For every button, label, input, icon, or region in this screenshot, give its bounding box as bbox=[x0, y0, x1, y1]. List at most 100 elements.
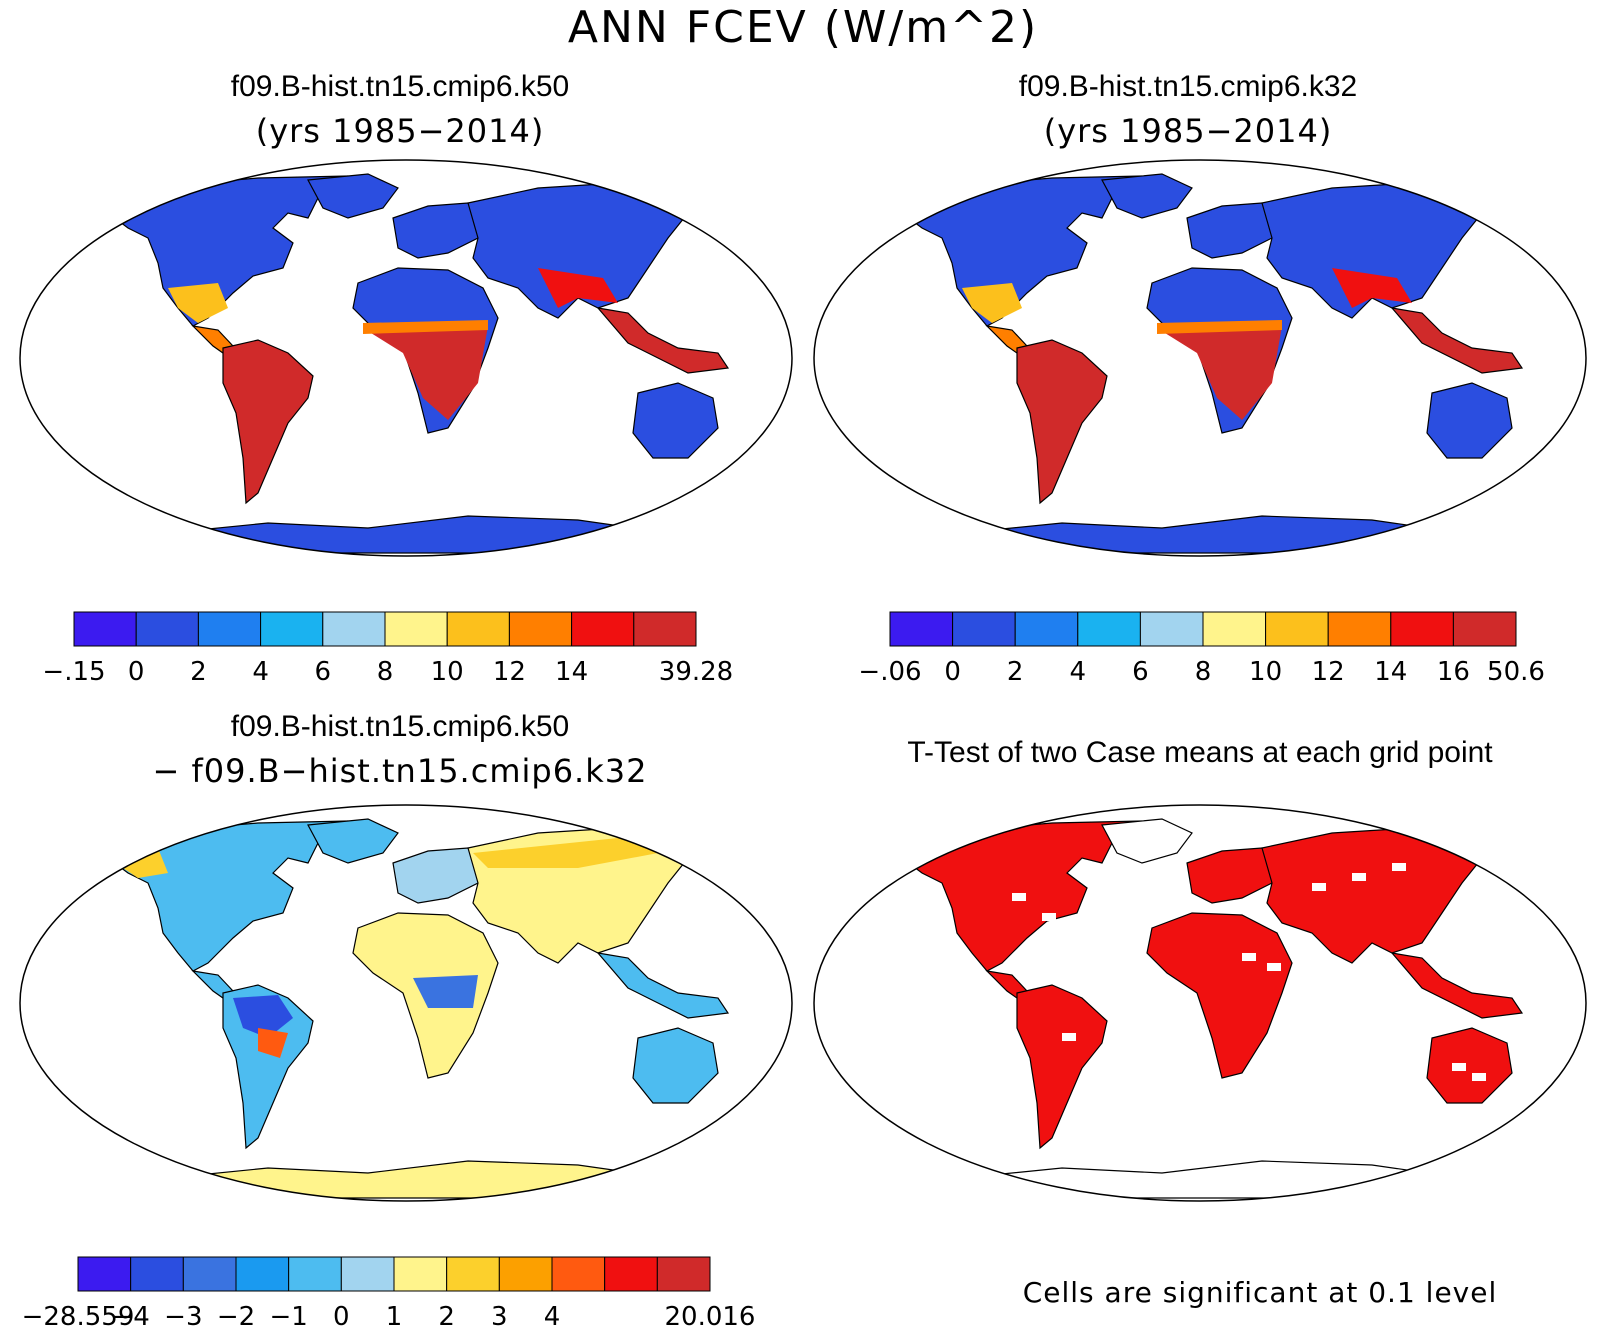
land-greenland bbox=[1101, 818, 1193, 864]
insignificant-cell bbox=[1062, 1033, 1076, 1041]
colorbar-label: 10 bbox=[431, 657, 464, 687]
central-africa-negative bbox=[413, 975, 478, 1008]
colorbar-label: 10 bbox=[1249, 657, 1282, 687]
insignificant-cell bbox=[1012, 893, 1026, 901]
tropical-africa-band bbox=[1157, 326, 1282, 420]
insignificant-cell bbox=[1452, 1063, 1466, 1071]
insignificant-cell bbox=[1472, 1073, 1486, 1081]
east-asia-band bbox=[538, 268, 618, 308]
insignificant-cell bbox=[1042, 913, 1056, 921]
land-antarctica bbox=[960, 1160, 1444, 1199]
colorbar-swatch bbox=[77, 1256, 132, 1292]
colorbar-swatch bbox=[446, 1256, 500, 1292]
insignificant-cell bbox=[1242, 953, 1256, 961]
significance-note: Cells are significant at 0.1 level bbox=[1022, 1276, 1498, 1309]
map-border bbox=[813, 804, 1587, 1202]
land-samerica bbox=[1016, 984, 1108, 1150]
colorbar-label: 12 bbox=[1312, 657, 1345, 687]
colorbar-label: −.15 bbox=[42, 657, 105, 687]
colorbar-label: −4 bbox=[112, 1302, 150, 1327]
land-seasia bbox=[1390, 952, 1524, 1019]
land-seasia bbox=[1390, 307, 1524, 374]
insignificant-cell bbox=[1267, 963, 1281, 971]
land-seasia bbox=[596, 307, 730, 374]
colorbar-label: 16 bbox=[1437, 657, 1470, 687]
land-antarctica bbox=[166, 515, 650, 554]
colorbar-label: 12 bbox=[493, 657, 526, 687]
colorbar-swatch bbox=[604, 1256, 658, 1292]
colorbar-swatch bbox=[182, 1256, 237, 1292]
map-border bbox=[19, 804, 793, 1202]
colorbar-swatch bbox=[571, 611, 635, 647]
colorbar-swatch bbox=[446, 611, 510, 647]
colorbar-panel-1: −.15 0 2 4 6 8 10 12 14 39.28 bbox=[42, 611, 733, 687]
colorbar-label: 20.016 bbox=[665, 1302, 756, 1327]
colorbar-swatch bbox=[322, 611, 386, 647]
colorbar-label: 0 bbox=[333, 1302, 350, 1327]
se-usa-band bbox=[168, 283, 228, 323]
figure-title: ANN FCEV (W/m^2) bbox=[567, 2, 1039, 53]
colorbar-swatch bbox=[384, 611, 448, 647]
colorbar-label: 4 bbox=[544, 1302, 561, 1327]
colorbar-label: 2 bbox=[438, 1302, 455, 1327]
colorbar-label: −28.559 bbox=[22, 1302, 135, 1327]
panel-3-title: f09.B-hist.tn15.cmip6.k50 bbox=[230, 710, 570, 743]
colorbar-label: 14 bbox=[1374, 657, 1407, 687]
brazil-positive bbox=[258, 1028, 288, 1058]
colorbar-label: 39.28 bbox=[659, 657, 733, 687]
map-panel-3 bbox=[19, 804, 793, 1202]
colorbar-label: 0 bbox=[128, 657, 145, 687]
land-greenland bbox=[307, 818, 399, 864]
colorbar-label: 2 bbox=[1007, 657, 1024, 687]
colorbar-label: 4 bbox=[1070, 657, 1087, 687]
map-panel-1 bbox=[19, 159, 793, 557]
colorbar-label: −3 bbox=[164, 1302, 202, 1327]
land-samerica bbox=[1016, 339, 1108, 505]
land-seasia bbox=[596, 952, 730, 1019]
colorbar-label: −1 bbox=[270, 1302, 308, 1327]
insignificant-cell bbox=[1282, 1003, 1296, 1011]
insignificant-cell bbox=[1352, 873, 1366, 881]
colorbar-label: 14 bbox=[555, 657, 588, 687]
colorbar-label: 3 bbox=[491, 1302, 508, 1327]
colorbar-label: 1 bbox=[386, 1302, 403, 1327]
land-asia bbox=[1261, 827, 1483, 964]
map-border bbox=[813, 159, 1587, 557]
colorbar-swatch bbox=[288, 1256, 342, 1292]
sahel-band bbox=[363, 320, 488, 334]
colorbar-swatch bbox=[197, 611, 262, 647]
insignificant-cell bbox=[1392, 863, 1406, 871]
land-greenland bbox=[307, 173, 399, 219]
colorbar-swatch bbox=[1265, 611, 1329, 647]
colorbar-label: −.06 bbox=[858, 657, 921, 687]
land-antarctica bbox=[960, 515, 1444, 554]
siberia-positive bbox=[473, 838, 658, 868]
colorbar-label: 0 bbox=[944, 657, 961, 687]
colorbar-label: 6 bbox=[315, 657, 332, 687]
land-samerica bbox=[222, 339, 314, 505]
colorbar-swatch bbox=[498, 1256, 553, 1292]
colorbar-panel-2: −.06 0 2 4 6 8 10 12 14 16 50.6 bbox=[858, 611, 1545, 687]
se-usa-band bbox=[962, 283, 1022, 323]
colorbar-swatch bbox=[1390, 611, 1454, 647]
colorbar-swatch bbox=[889, 611, 954, 647]
colorbar-swatch bbox=[135, 611, 199, 647]
colorbar-swatch bbox=[1077, 611, 1141, 647]
colorbar-swatch bbox=[393, 1256, 448, 1292]
colorbar-label: 8 bbox=[377, 657, 394, 687]
colorbar-label: 8 bbox=[1195, 657, 1212, 687]
colorbar-swatch bbox=[1139, 611, 1204, 647]
colorbar-swatch bbox=[1452, 611, 1517, 647]
land-australia bbox=[632, 1027, 719, 1104]
colorbar-swatch bbox=[1014, 611, 1079, 647]
colorbar-swatch bbox=[952, 611, 1016, 647]
east-asia-band bbox=[1332, 268, 1412, 308]
sahel-band bbox=[1157, 320, 1282, 334]
amazon-negative bbox=[233, 995, 293, 1038]
map-panel-4 bbox=[813, 804, 1587, 1202]
colorbar-swatch bbox=[1202, 611, 1267, 647]
colorbar-label: 50.6 bbox=[1487, 657, 1545, 687]
panel-2-title: f09.B-hist.tn15.cmip6.k32 bbox=[1018, 70, 1358, 103]
panel-1-title: f09.B-hist.tn15.cmip6.k50 bbox=[230, 70, 570, 103]
colorbar-swatch bbox=[633, 611, 697, 647]
